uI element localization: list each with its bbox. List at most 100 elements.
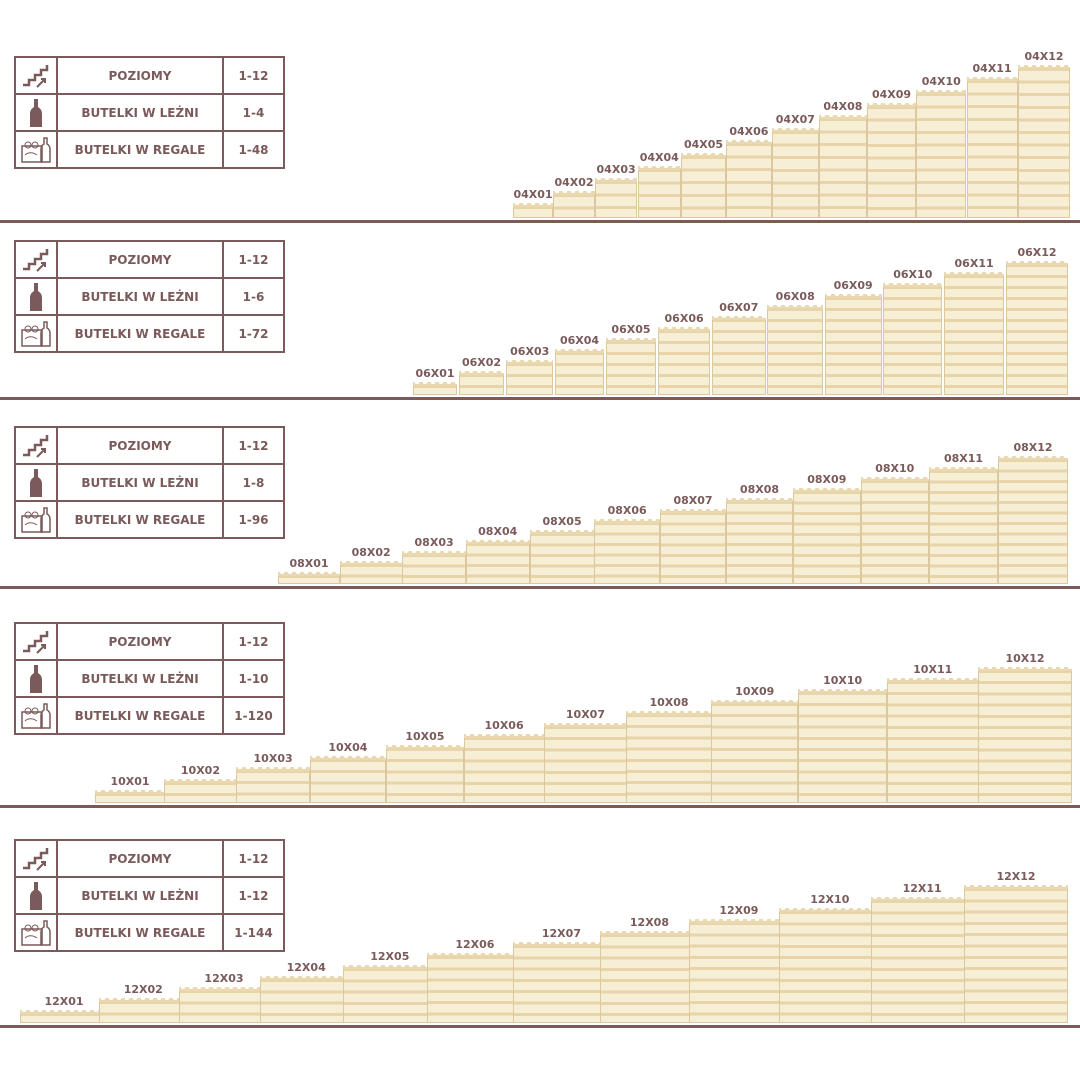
spec-row-bottles_in_rack: BUTELKI W REGALE 1-96 xyxy=(14,500,285,539)
wine-rack-08x06 xyxy=(594,519,660,584)
spec-label: BUTELKI W LEŻNI xyxy=(56,277,224,316)
spec-value: 1-12 xyxy=(222,622,285,661)
spec-value: 1-96 xyxy=(222,500,285,539)
rack-model-label: 08X04 xyxy=(478,525,518,538)
rack-model-label: 10X01 xyxy=(110,774,150,788)
spec-label: BUTELKI W LEŻNI xyxy=(56,659,224,698)
wine-rack-04x10 xyxy=(916,90,967,218)
wine-rack-12x06 xyxy=(427,953,523,1023)
wine-rack-12x11 xyxy=(870,896,974,1023)
wine-rack-08x05 xyxy=(529,529,595,584)
wine-rack-04x03 xyxy=(595,178,638,218)
rack-model-label: 06X12 xyxy=(1017,246,1057,259)
wine-rack-06x02 xyxy=(458,371,505,395)
wine-rack-08x07 xyxy=(659,508,727,584)
rack-model-label: 04X12 xyxy=(1024,49,1064,63)
wine-rack-icon xyxy=(14,696,58,735)
rack-model-label: 04X11 xyxy=(972,62,1012,76)
rack-model-label: 12X11 xyxy=(902,881,942,895)
spec-row-bottles_in_rack: BUTELKI W REGALE 1-72 xyxy=(14,314,285,353)
wine-rack-08x09 xyxy=(792,487,861,584)
rack-model-label: 08X01 xyxy=(289,556,329,570)
spec-row-bottles_lying: BUTELKI W LEŻNI 1-12 xyxy=(14,876,285,915)
wine-rack-10x04 xyxy=(309,756,387,803)
rack-model-label: 06X06 xyxy=(664,312,704,325)
spec-value: 1-120 xyxy=(222,696,285,735)
rack-model-label: 04X04 xyxy=(639,150,679,164)
spec-label: BUTELKI W REGALE xyxy=(56,130,224,169)
rack-model-label: 10X09 xyxy=(735,685,775,699)
spec-label: BUTELKI W LEŻNI xyxy=(56,463,224,502)
wine-rack-10x09 xyxy=(711,700,799,803)
rack-model-label: 08X10 xyxy=(875,462,915,475)
rack-model-label: 06X03 xyxy=(510,345,550,358)
rack-model-label: 08X11 xyxy=(943,451,984,465)
rack-model-label: 10X03 xyxy=(253,752,293,766)
spec-table: POZIOMY 1-12 BUTELKI W LEŻNI 1-4 BUTELKI… xyxy=(14,56,285,169)
wine-rack-10x06 xyxy=(463,733,545,803)
rack-model-label: 04X07 xyxy=(775,112,815,126)
wine-rack-06x01 xyxy=(413,382,457,395)
wine-rack-04x05 xyxy=(681,153,727,218)
wine-rack-04x11 xyxy=(966,77,1018,218)
wine-rack-12x07 xyxy=(513,941,610,1023)
spec-row-levels: POZIOMY 1-12 xyxy=(14,240,285,279)
spec-value: 1-12 xyxy=(222,839,285,878)
rack-model-label: 12X03 xyxy=(204,972,244,986)
spec-row-bottles_lying: BUTELKI W LEŻNI 1-6 xyxy=(14,277,285,316)
wine-rack-icon xyxy=(14,500,58,539)
wine-rack-08x10 xyxy=(860,477,930,584)
wine-rack-06x07 xyxy=(711,316,766,395)
rack-model-label: 04X03 xyxy=(596,163,636,177)
spec-row-bottles_in_rack: BUTELKI W REGALE 1-144 xyxy=(14,913,285,952)
wine-rack-08x04 xyxy=(465,540,530,584)
rack-model-label: 10X05 xyxy=(405,730,445,743)
wine-rack-08x12 xyxy=(998,456,1068,584)
spec-row-bottles_lying: BUTELKI W LEŻNI 1-4 xyxy=(14,93,285,132)
rack-model-label: 12X05 xyxy=(370,949,410,963)
spec-table: POZIOMY 1-12 BUTELKI W LEŻNI 1-12 BUTELK… xyxy=(14,839,285,952)
wine-rack-12x08 xyxy=(600,930,699,1023)
spec-value: 1-12 xyxy=(222,426,285,465)
rack-model-label: 12X07 xyxy=(541,926,581,940)
rack-model-label: 06X08 xyxy=(775,290,815,303)
spec-label: POZIOMY xyxy=(56,839,224,878)
rack-model-label: 06X09 xyxy=(833,279,873,292)
wine-rack-12x04 xyxy=(260,975,353,1023)
spec-row-bottles_lying: BUTELKI W LEŻNI 1-10 xyxy=(14,659,285,698)
stairs-arrow-icon xyxy=(14,622,58,661)
spec-label: BUTELKI W REGALE xyxy=(56,913,224,952)
wine-rack-10x11 xyxy=(886,677,979,803)
wine-rack-12x12 xyxy=(964,885,1068,1023)
wine-rack-10x07 xyxy=(543,722,628,803)
rack-model-label: 08X06 xyxy=(607,504,647,517)
rack-model-label: 12X09 xyxy=(719,904,759,918)
wine-rack-icon xyxy=(14,314,58,353)
section-divider xyxy=(0,1025,1080,1028)
section-divider xyxy=(0,397,1080,400)
rack-model-label: 10X10 xyxy=(823,674,863,687)
rack-model-label: 10X04 xyxy=(328,741,368,755)
rack-model-label: 06X10 xyxy=(893,268,933,281)
rack-model-label: 10X07 xyxy=(565,707,605,721)
spec-value: 1-12 xyxy=(222,240,285,279)
stairs-arrow-icon xyxy=(14,839,58,878)
wine-rack-06x04 xyxy=(555,349,604,395)
spec-value: 1-72 xyxy=(222,314,285,353)
wine-rack-06x03 xyxy=(506,360,554,395)
rack-model-label: 10X08 xyxy=(649,696,689,710)
wine-rack-10x10 xyxy=(797,689,888,803)
wine-rack-12x09 xyxy=(689,919,789,1023)
spec-label: POZIOMY xyxy=(56,240,224,279)
rack-model-label: 04X10 xyxy=(921,75,961,88)
rack-model-label: 12X08 xyxy=(629,915,669,929)
wine-rack-12x05 xyxy=(342,964,437,1023)
bottle-icon xyxy=(14,659,58,698)
wine-rack-04x09 xyxy=(867,102,916,218)
spec-row-levels: POZIOMY 1-12 xyxy=(14,426,285,465)
section-divider xyxy=(0,805,1080,808)
bottle-icon xyxy=(14,463,58,502)
spec-row-levels: POZIOMY 1-12 xyxy=(14,839,285,878)
spec-row-bottles_in_rack: BUTELKI W REGALE 1-120 xyxy=(14,696,285,735)
rack-model-label: 12X01 xyxy=(44,994,84,1008)
